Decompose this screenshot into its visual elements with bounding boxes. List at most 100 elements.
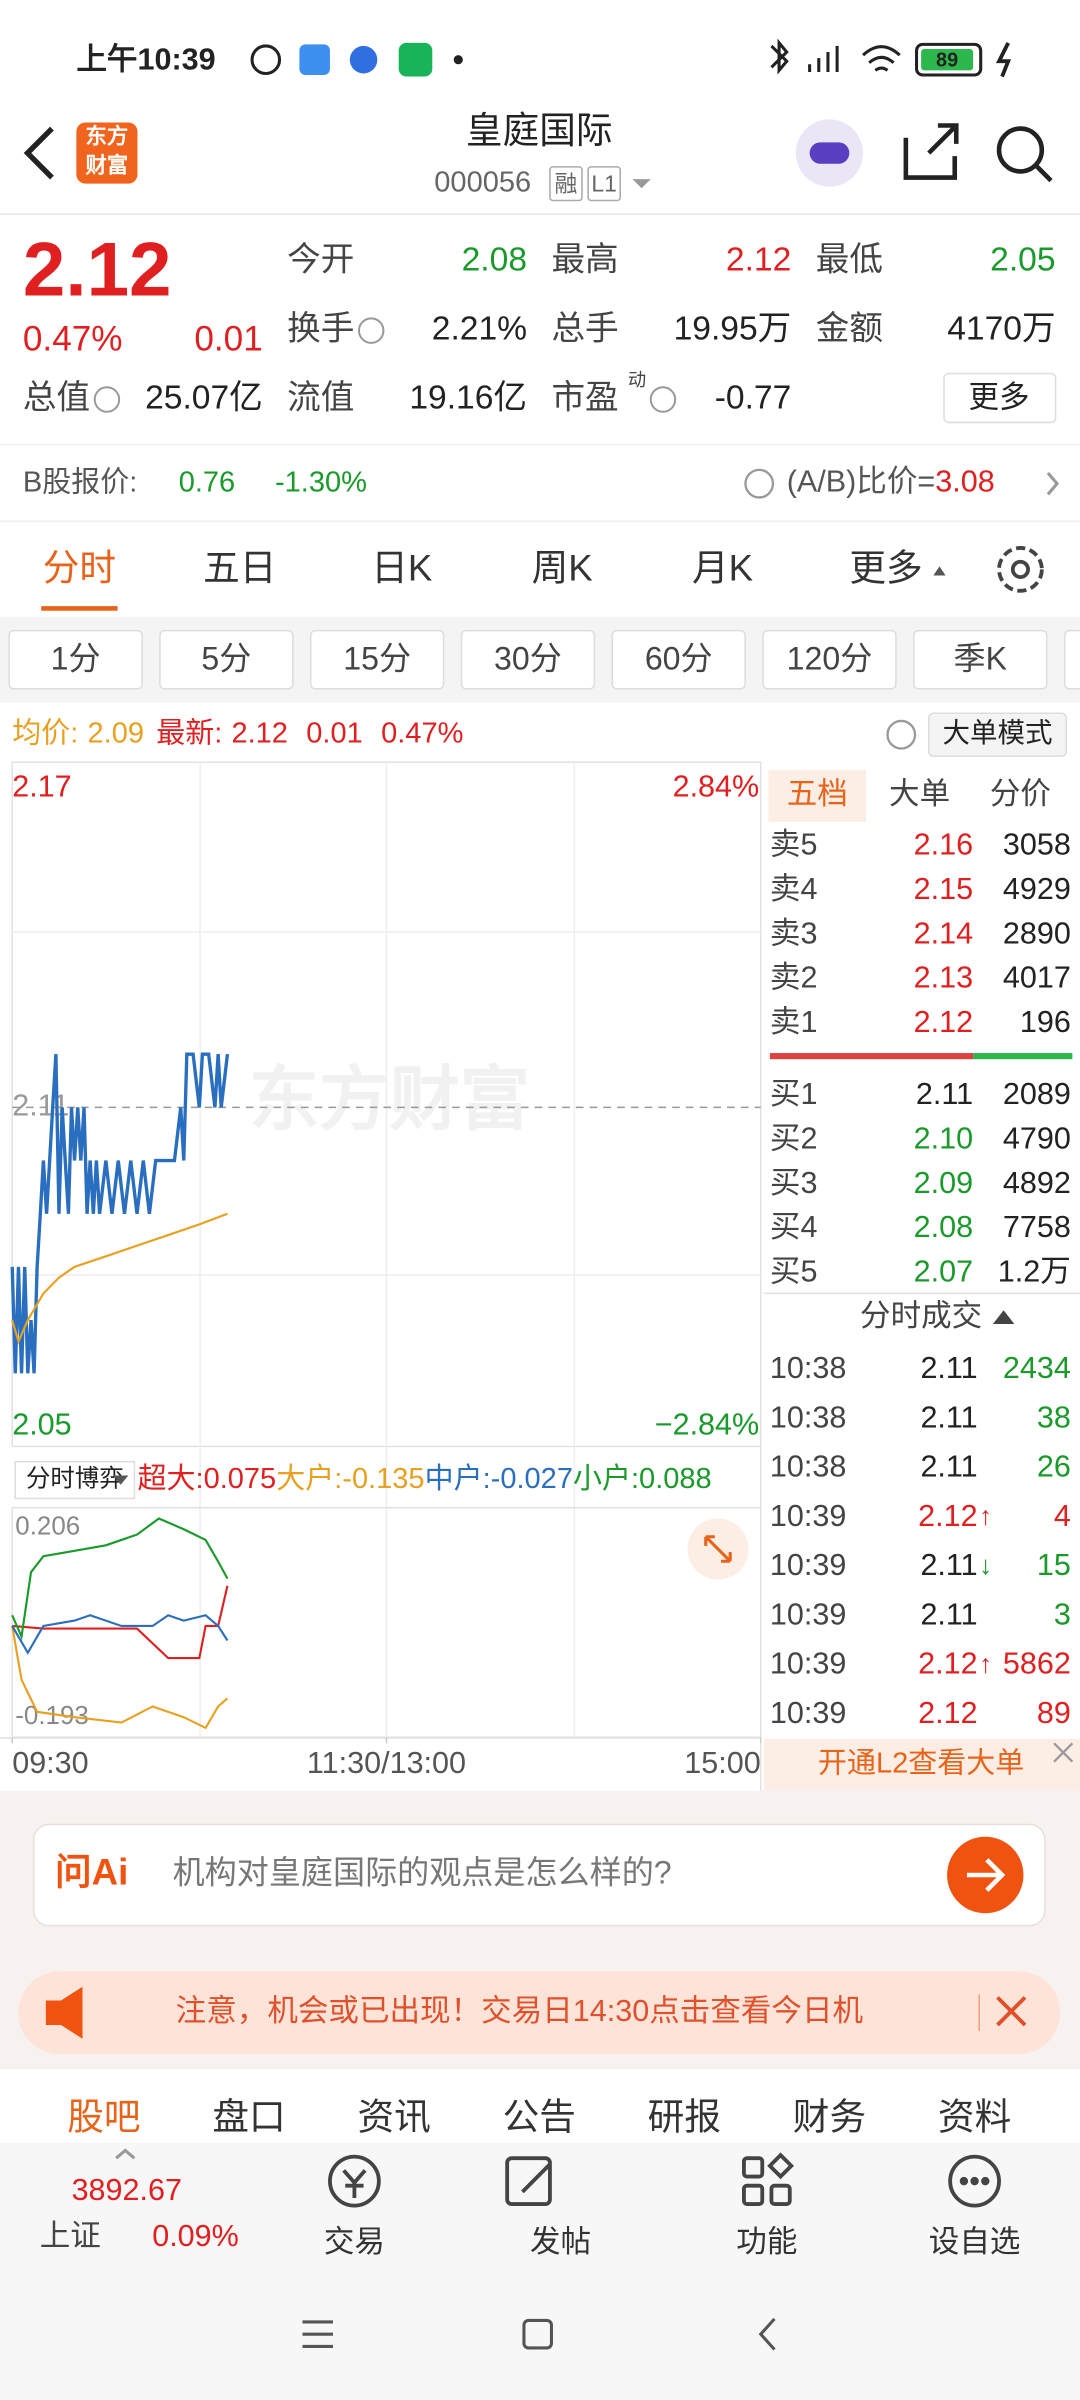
- search-button[interactable]: [996, 126, 1053, 183]
- dock-label[interactable]: 发帖: [530, 2225, 591, 2259]
- chart-tab[interactable]: 月K: [692, 548, 754, 589]
- period-button[interactable]: [159, 629, 294, 690]
- dock-label[interactable]: 设自选: [929, 2225, 1021, 2259]
- dock-label[interactable]: 交易: [324, 2225, 385, 2259]
- divider: [0, 520, 1080, 522]
- y-tick-label: 2.05: [12, 1408, 71, 1442]
- vertical-grid: [199, 762, 576, 1738]
- ab-ratio-part: (A/B)比价=: [787, 465, 936, 499]
- content-tab[interactable]: 股吧: [67, 2097, 140, 2138]
- ai-input[interactable]: [32, 1823, 1046, 1927]
- mode-button[interactable]: [928, 712, 1068, 757]
- bid-price: 2.09: [914, 1166, 973, 1200]
- period-button[interactable]: [8, 629, 143, 690]
- content-tab[interactable]: 资料: [938, 2097, 1011, 2138]
- book-tab[interactable]: 五档: [787, 777, 848, 811]
- chart-tab[interactable]: 五日: [203, 548, 276, 589]
- period-label[interactable]: 季K: [954, 641, 1008, 677]
- flow-legend-part: 大户:-0.135: [276, 1462, 424, 1495]
- share-button[interactable]: [903, 123, 959, 180]
- close-notice[interactable]: [996, 1996, 1027, 2027]
- promo-link[interactable]: 开通L2查看大单: [818, 1746, 1024, 1779]
- info-icon: [93, 386, 121, 413]
- info-icon: [649, 386, 677, 413]
- chart-tab[interactable]: 周K: [532, 548, 594, 589]
- help-icon[interactable]: [744, 468, 775, 499]
- b-share-pct: -1.30%: [275, 466, 367, 498]
- index-pct: 0.09%: [152, 2219, 239, 2253]
- period-button[interactable]: [309, 629, 445, 690]
- trade-volume: 89: [1037, 1696, 1071, 1730]
- field-label: 最高: [551, 241, 618, 279]
- period-label[interactable]: 1分: [51, 641, 101, 677]
- selector-caret: [113, 1475, 129, 1485]
- period-label[interactable]: 60分: [645, 641, 713, 677]
- period-label[interactable]: 15分: [343, 641, 411, 677]
- ask-price: 2.16: [914, 827, 973, 861]
- bid-label: 买2: [770, 1121, 818, 1155]
- trade-price: 2.11: [920, 1548, 977, 1582]
- summary: 均价: 2.09 最新: 2.12 0.01 0.47%: [12, 716, 463, 749]
- field-value: 2.05: [990, 242, 1055, 279]
- content-tab[interactable]: 盘口: [212, 2097, 285, 2138]
- trade-time: 10:39: [770, 1548, 846, 1582]
- more-button-label[interactable]: 更多: [968, 381, 1029, 415]
- series-line: [11, 1212, 228, 1345]
- y-tick-label: 2.11: [12, 1088, 69, 1122]
- tab-underline: [41, 606, 118, 611]
- period-button[interactable]: [611, 629, 746, 690]
- status-icons: [250, 38, 1012, 78]
- content-tab[interactable]: 财务: [793, 2097, 866, 2138]
- period-label[interactable]: 30分: [494, 641, 562, 677]
- dock-label[interactable]: 功能: [736, 2225, 797, 2259]
- content-tab[interactable]: 公告: [503, 2097, 576, 2138]
- trade-volume: 3: [1054, 1597, 1071, 1631]
- more-button[interactable]: [943, 372, 1057, 424]
- dropdown-caret[interactable]: [632, 179, 651, 189]
- x-tick-label: 09:30: [12, 1746, 88, 1780]
- more-caret: [933, 566, 946, 576]
- chart-tab[interactable]: 日K: [371, 548, 433, 589]
- content-tab[interactable]: 研报: [648, 2097, 721, 2138]
- bid-volume: 4790: [1003, 1121, 1071, 1155]
- trade-volume: 5862: [1003, 1647, 1071, 1681]
- summary-part: 0.01: [306, 717, 362, 749]
- notice-pill[interactable]: [18, 1971, 1061, 2055]
- promo-band[interactable]: [763, 1738, 1080, 1791]
- period-button[interactable]: [913, 629, 1048, 690]
- chart-tab[interactable]: 更多: [849, 548, 922, 589]
- flow-legend-part: 超大:0.075: [137, 1462, 276, 1495]
- help-icon[interactable]: [886, 719, 917, 750]
- period-button[interactable]: [1063, 629, 1080, 690]
- app-logo: [76, 122, 138, 184]
- period-button[interactable]: [460, 629, 596, 690]
- period-label[interactable]: 5分: [201, 641, 251, 677]
- settings-button[interactable]: [997, 546, 1044, 593]
- field-value: 2.12: [726, 242, 791, 279]
- watermark: 东方财富: [249, 1060, 530, 1139]
- chevron[interactable]: [1046, 471, 1060, 496]
- trade-price: 2.12: [918, 1696, 977, 1730]
- bid-price: 2.07: [914, 1255, 973, 1289]
- content-tab[interactable]: 资讯: [357, 2097, 430, 2138]
- logo-text: 财富: [86, 152, 129, 177]
- ask-strength: [769, 1053, 974, 1060]
- period-label[interactable]: 120分: [787, 641, 873, 677]
- notice-text[interactable]: 注意，机会或已出现！交易日14:30点击查看今日机: [176, 1994, 863, 2028]
- change-percent: 0.47%: [23, 320, 123, 359]
- trade-price: 2.12: [918, 1647, 977, 1681]
- close-promo[interactable]: [1053, 1742, 1074, 1763]
- trade-arrow: ↑: [979, 1648, 992, 1678]
- book-tab[interactable]: 分价: [990, 777, 1051, 811]
- book-tab[interactable]: 大单: [889, 777, 950, 811]
- period-button[interactable]: [762, 629, 897, 690]
- indicator-selector[interactable]: 分时博弈: [26, 1465, 124, 1493]
- back-button[interactable]: [23, 126, 54, 180]
- mode-button-label[interactable]: 大单模式: [943, 717, 1053, 748]
- active-book-tab[interactable]: [768, 769, 867, 822]
- trade-volume: 15: [1037, 1548, 1071, 1582]
- expand-icon: [704, 1535, 732, 1563]
- ai-prompt[interactable]: 机构对皇庭国际的观点是怎么样的?: [173, 1854, 672, 1890]
- selector-box[interactable]: [14, 1460, 136, 1500]
- chart-tab[interactable]: 分时: [43, 548, 116, 589]
